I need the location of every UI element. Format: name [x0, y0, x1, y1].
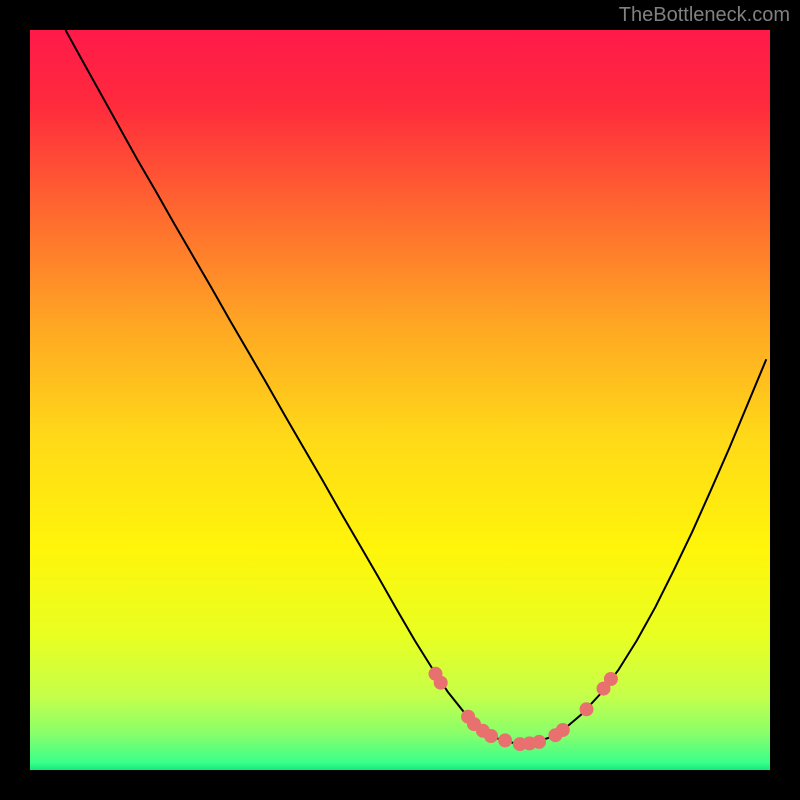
data-marker — [580, 702, 594, 716]
data-marker — [484, 729, 498, 743]
data-marker — [556, 723, 570, 737]
plot-area — [30, 30, 770, 770]
watermark-text: TheBottleneck.com — [619, 4, 790, 27]
curve-layer — [30, 30, 770, 770]
data-marker — [604, 672, 618, 686]
bottleneck-curve — [66, 30, 767, 744]
data-marker — [498, 733, 512, 747]
data-marker — [532, 735, 546, 749]
data-marker — [434, 676, 448, 690]
marker-group — [429, 667, 618, 751]
